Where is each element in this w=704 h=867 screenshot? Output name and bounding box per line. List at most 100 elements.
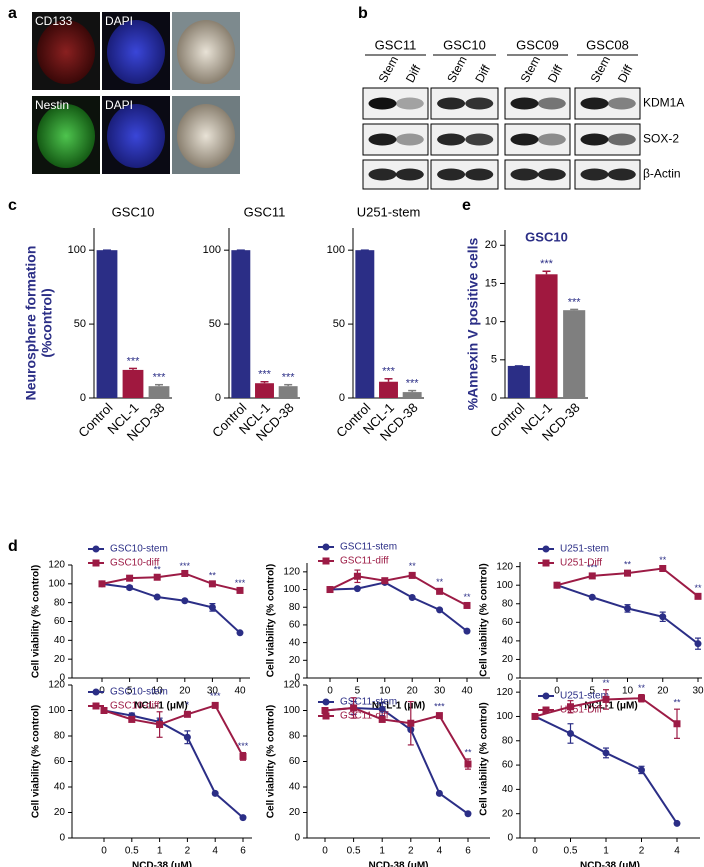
- y-tick-label: 0: [215, 392, 221, 404]
- significance: ***: [235, 578, 246, 588]
- marker: [436, 587, 444, 595]
- x-tick-label: 1: [379, 846, 385, 857]
- marker: [567, 703, 574, 711]
- x-axis-label: NCL-1 (μM): [134, 701, 187, 712]
- x-tick-label: 6: [465, 846, 471, 857]
- marker: [92, 545, 100, 553]
- significance: **: [464, 747, 472, 757]
- marker: [378, 705, 386, 713]
- band: [510, 168, 539, 181]
- y-tick-label: 80: [54, 597, 66, 608]
- x-axis-label: NCL-1 (μM): [584, 701, 637, 712]
- significance: **: [638, 683, 646, 693]
- marker: [100, 707, 108, 714]
- marker: [588, 572, 596, 580]
- y-tick-label: 20: [54, 654, 66, 665]
- band: [368, 97, 397, 110]
- significance: ***: [180, 561, 191, 571]
- marker: [408, 571, 416, 579]
- band: [510, 97, 539, 110]
- significance: **: [602, 678, 610, 688]
- protein-label: SOX-2: [643, 132, 679, 146]
- band: [368, 133, 397, 146]
- y-tick-label: 120: [283, 680, 300, 691]
- significance: **: [624, 560, 632, 570]
- bar: [535, 274, 558, 398]
- marker: [694, 640, 702, 648]
- marker: [673, 720, 681, 728]
- significance: ***: [282, 372, 296, 384]
- panel-label: e: [462, 197, 471, 214]
- marker: [624, 604, 631, 612]
- series-line: [103, 709, 244, 819]
- y-tick-label: 100: [283, 705, 300, 716]
- marker: [326, 586, 334, 594]
- marker: [659, 564, 667, 572]
- significance: **: [694, 583, 702, 593]
- band: [395, 133, 424, 146]
- y-tick-label: 0: [59, 833, 65, 844]
- x-tick-label: 0: [532, 846, 538, 857]
- y-tick-label: 0: [339, 392, 345, 404]
- x-tick-label: 0: [101, 846, 107, 857]
- bar: [507, 365, 530, 398]
- marker: [92, 559, 100, 567]
- protein-label: β-Actin: [643, 167, 681, 181]
- marker: [153, 573, 161, 581]
- condition-label: Stem: [518, 54, 544, 85]
- legend-label: GSC11-diff: [340, 711, 389, 722]
- sphere: [107, 104, 165, 168]
- legend-label: GSC11-diff: [340, 556, 389, 567]
- x-tick-label: 40: [234, 686, 246, 697]
- marker: [153, 593, 161, 601]
- y-tick-label: 40: [54, 635, 66, 646]
- series-line: [329, 581, 468, 632]
- marker: [236, 629, 244, 637]
- chart-title: GSC11: [244, 204, 286, 219]
- y-axis-label: (%control): [39, 288, 55, 357]
- y-tick-label: 100: [496, 580, 513, 591]
- marker: [322, 557, 330, 565]
- band: [465, 133, 494, 146]
- significance: **: [209, 570, 217, 580]
- x-axis-label: NCD-38 (μM): [368, 861, 428, 867]
- significance: ***: [406, 378, 420, 390]
- y-axis-label: Cell viability (% control): [266, 564, 277, 677]
- x-tick-label: 20: [407, 686, 419, 697]
- x-tick-label: 5: [589, 686, 595, 697]
- bar: [379, 381, 398, 398]
- y-tick-label: 80: [289, 731, 301, 742]
- panel-label: a: [8, 5, 17, 22]
- y-tick-label: 60: [289, 620, 301, 631]
- significance: **: [154, 565, 162, 575]
- cell-line-label: GSC08: [586, 37, 629, 52]
- bar: [96, 250, 118, 398]
- band: [580, 168, 609, 181]
- significance: ***: [153, 372, 167, 384]
- legend-label: U251-stem: [560, 691, 609, 702]
- marker: [567, 729, 574, 737]
- y-tick-label: 20: [502, 654, 514, 665]
- marker: [92, 688, 100, 696]
- band: [537, 168, 566, 181]
- band: [395, 168, 424, 181]
- x-tick-label: 0: [327, 686, 333, 697]
- marker: [126, 574, 134, 582]
- marker: [239, 752, 247, 760]
- marker: [128, 715, 136, 723]
- cell-line-label: GSC10: [443, 37, 486, 52]
- band: [607, 133, 636, 146]
- band: [465, 168, 494, 181]
- series-line: [103, 704, 244, 757]
- y-tick-label: 60: [502, 617, 514, 628]
- marker: [183, 733, 191, 741]
- panel-label: b: [358, 5, 368, 22]
- marker: [542, 545, 550, 553]
- legend-label: U251-Diff: [560, 558, 602, 569]
- band: [437, 133, 466, 146]
- x-tick-label: 0.5: [564, 846, 578, 857]
- marker: [436, 606, 444, 614]
- legend-label: U251-Diff: [560, 705, 602, 716]
- image-label: Nestin: [35, 98, 69, 112]
- x-tick-label: 1: [603, 846, 609, 857]
